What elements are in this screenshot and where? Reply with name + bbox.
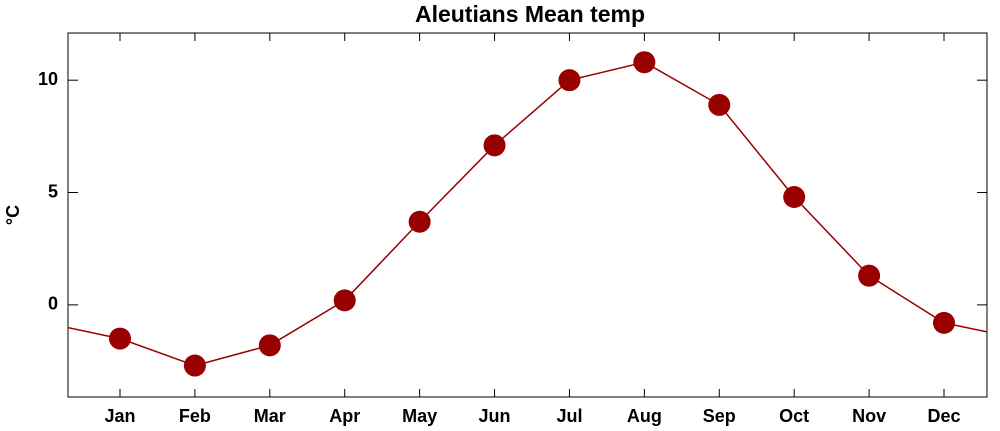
x-tick-label: Apr [329, 406, 360, 426]
x-tick-label: Jul [556, 406, 582, 426]
marker [408, 210, 431, 233]
y-tick-label: 5 [48, 181, 58, 201]
marker [109, 327, 131, 350]
marker [183, 354, 206, 377]
marker [558, 69, 581, 92]
marker [483, 134, 506, 157]
marker [783, 186, 806, 209]
marker [333, 289, 356, 312]
y-tick-label: 10 [38, 69, 58, 89]
wrap-line [943, 322, 987, 333]
marker [708, 93, 731, 116]
plot-frame [67, 32, 988, 398]
x-tick-label: May [402, 406, 437, 426]
wrap-line [68, 326, 121, 340]
marker [933, 311, 955, 334]
x-tick-label: Sep [703, 406, 736, 426]
x-tick-label: Mar [254, 406, 286, 426]
marker [858, 264, 881, 287]
marker [633, 51, 656, 74]
marker [258, 334, 281, 357]
x-tick-label: Jun [479, 406, 511, 426]
x-tick-label: Jan [104, 406, 135, 426]
x-tick-label: Aug [627, 406, 662, 426]
y-tick-label: 0 [48, 294, 58, 314]
chart-title: Aleutians Mean temp [415, 1, 645, 27]
x-tick-label: Nov [852, 406, 886, 426]
x-tick-label: Feb [179, 406, 211, 426]
line [119, 61, 945, 367]
y-axis-label: °C [3, 205, 23, 225]
x-tick-label: Oct [779, 406, 809, 426]
x-tick-label: Dec [927, 406, 960, 426]
